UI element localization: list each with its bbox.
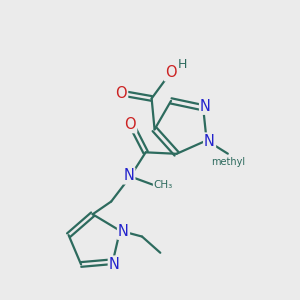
Text: H: H	[178, 58, 187, 70]
Text: O: O	[165, 65, 177, 80]
Text: N: N	[118, 224, 129, 239]
Text: N: N	[204, 134, 215, 148]
Text: N: N	[109, 256, 120, 272]
Text: methyl: methyl	[211, 157, 245, 167]
Text: O: O	[116, 86, 127, 101]
Text: CH₃: CH₃	[154, 180, 173, 190]
Text: N: N	[200, 99, 211, 114]
Text: N: N	[123, 168, 134, 183]
Text: O: O	[124, 117, 136, 132]
